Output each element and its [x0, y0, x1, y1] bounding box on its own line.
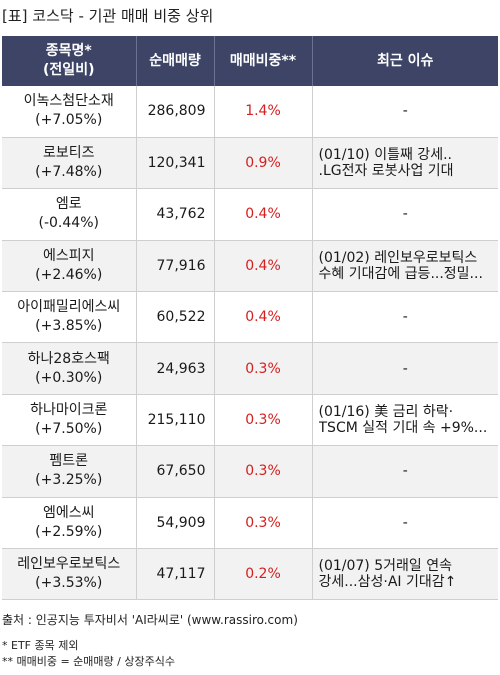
trading-ratio: 1.4%: [213, 86, 312, 138]
issue-line-1: (01/10) 이틀째 강세..: [318, 147, 452, 164]
stock-change: (+2.59%): [35, 523, 103, 540]
recent-issue: (01/16) 美 금리 하락· TSCM 실적 기대 속 +9%...: [311, 394, 498, 447]
recent-issue: -: [311, 497, 498, 550]
stock-change: (+2.46%): [35, 266, 103, 283]
recent-issue: (01/02) 레인보우로보틱스 수혜 기대감에 급등...정밀...: [311, 240, 498, 293]
stock-name: 하나28호스팩: [27, 350, 110, 367]
issue-line-2: 강세...삼성·AI 기대감↑: [318, 574, 457, 591]
net-volume: 215,110: [135, 394, 214, 447]
table-row: 에스피지 (+2.46%) 77,916 0.4% (01/02) 레인보우로보틱스 수혜…: [2, 240, 498, 293]
recent-issue: -: [311, 342, 498, 395]
trading-ratio: 0.4%: [213, 291, 312, 344]
stock-name: 하나마이크론: [30, 402, 108, 419]
stock-name: 레인보우로보틱스: [17, 556, 121, 573]
stock-change: (+0.30%): [35, 369, 103, 386]
table-row: 펨트론 (+3.25%) 67,650 0.3% -: [2, 445, 498, 498]
footnote-ratio: ** 매매비중 = 순매매량 / 상장주식수: [2, 655, 175, 668]
trading-ratio: 0.3%: [213, 342, 312, 395]
stock-name-cell: 에스피지 (+2.46%): [2, 240, 136, 293]
issue-line-1: -: [402, 103, 408, 120]
stock-name-cell: 하나마이크론 (+7.50%): [2, 394, 136, 447]
net-volume: 54,909: [135, 497, 214, 550]
trading-ratio: 0.3%: [213, 445, 312, 498]
issue-line-1: -: [402, 514, 408, 531]
stock-name-cell: 로보티즈 (+7.48%): [2, 137, 136, 190]
table-row: 아이패밀리에스씨 (+3.85%) 60,522 0.4% -: [2, 291, 498, 344]
trading-ratio: 0.4%: [213, 240, 312, 293]
net-volume: 47,117: [135, 548, 214, 601]
issue-line-1: (01/16) 美 금리 하락·: [318, 404, 454, 421]
stock-name: 에스피지: [42, 247, 95, 264]
table-row: 하나28호스팩 (+0.30%) 24,963 0.3% -: [2, 342, 498, 395]
trading-ratio: 0.4%: [213, 188, 312, 241]
issue-line-2: 수혜 기대감에 급등...정밀...: [318, 265, 483, 282]
net-volume: 120,341: [135, 137, 214, 190]
trading-ratio: 0.9%: [213, 137, 312, 190]
stock-name: 펨트론: [49, 453, 89, 470]
trading-ratio: 0.3%: [213, 497, 312, 550]
stock-change: (+3.85%): [35, 318, 103, 335]
stock-name-cell: 하나28호스팩 (+0.30%): [2, 342, 136, 395]
stock-name-cell: 이녹스첨단소재 (+7.05%): [2, 86, 136, 138]
net-volume: 67,650: [135, 445, 214, 498]
stock-name-cell: 엠로 (-0.44%): [2, 188, 136, 241]
table-row: 로보티즈 (+7.48%) 120,341 0.9% (01/10) 이틀째 강세...…: [2, 137, 498, 190]
table-row: 이녹스첨단소재 (+7.05%) 286,809 1.4% -: [2, 86, 498, 138]
institution-trading-table: 종목명* (전일비) 순매매량 매매비중** 최근 이슈 이녹스첨단소재 (+7.…: [2, 36, 498, 601]
stock-change: (+7.48%): [35, 164, 103, 181]
issue-line-2: TSCM 실적 기대 속 +9%...: [318, 420, 488, 437]
table-header-row: 종목명* (전일비) 순매매량 매매비중** 최근 이슈: [2, 36, 498, 86]
stock-change: (+3.53%): [35, 575, 103, 592]
issue-line-1: (01/02) 레인보우로보틱스: [318, 249, 478, 266]
stock-name: 아이패밀리에스씨: [17, 299, 121, 316]
issue-line-1: (01/07) 5거래일 연속: [318, 558, 452, 575]
table-row: 엠로 (-0.44%) 43,762 0.4% -: [2, 188, 498, 241]
net-volume: 43,762: [135, 188, 214, 241]
recent-issue: (01/07) 5거래일 연속 강세...삼성·AI 기대감↑: [311, 548, 498, 601]
header-name-line2: (전일비): [43, 62, 95, 78]
stock-name: 엠에스씨: [42, 504, 95, 521]
stock-name-cell: 엠에스씨 (+2.59%): [2, 497, 136, 550]
table-row: 하나마이크론 (+7.50%) 215,110 0.3% (01/16) 美 금리 하락…: [2, 394, 498, 447]
recent-issue: -: [311, 188, 498, 241]
net-volume: 286,809: [135, 86, 214, 138]
stock-name-cell: 펨트론 (+3.25%): [2, 445, 136, 498]
stock-change: (-0.44%): [38, 215, 99, 232]
header-ratio: 매매비중**: [213, 36, 312, 86]
stock-change: (+7.05%): [35, 112, 103, 129]
recent-issue: -: [311, 291, 498, 344]
header-stock-name: 종목명* (전일비): [2, 36, 136, 86]
net-volume: 77,916: [135, 240, 214, 293]
net-volume: 60,522: [135, 291, 214, 344]
issue-line-1: -: [402, 206, 408, 223]
header-volume: 순매매량: [135, 36, 214, 86]
stock-name: 로보티즈: [42, 145, 95, 162]
stock-name-cell: 레인보우로보틱스 (+3.53%): [2, 548, 136, 601]
header-issue: 최근 이슈: [311, 36, 498, 86]
footnote-etf: * ETF 종목 제외: [2, 639, 79, 652]
issue-line-1: -: [402, 360, 408, 377]
stock-name: 엠로: [55, 196, 82, 213]
trading-ratio: 0.3%: [213, 394, 312, 447]
issue-line-1: -: [402, 463, 408, 480]
issue-line-1: -: [402, 309, 408, 326]
table-row: 엠에스씨 (+2.59%) 54,909 0.3% -: [2, 497, 498, 550]
source-note: 출처 : 인공지능 투자비서 'AI라씨로' (www.rassiro.com): [2, 613, 298, 627]
net-volume: 24,963: [135, 342, 214, 395]
stock-change: (+7.50%): [35, 421, 103, 438]
table-row: 레인보우로보틱스 (+3.53%) 47,117 0.2% (01/07) 5거래일 연…: [2, 548, 498, 601]
header-name-line1: 종목명*: [45, 43, 92, 59]
trading-ratio: 0.2%: [213, 548, 312, 601]
stock-change: (+3.25%): [35, 472, 103, 489]
page-title: [표] 코스닥 - 기관 매매 비중 상위: [2, 7, 214, 25]
stock-name-cell: 아이패밀리에스씨 (+3.85%): [2, 291, 136, 344]
stock-name: 이녹스첨단소재: [23, 93, 114, 110]
recent-issue: -: [311, 445, 498, 498]
issue-line-2: .LG전자 로봇사업 기대: [318, 163, 454, 180]
recent-issue: (01/10) 이틀째 강세.. .LG전자 로봇사업 기대: [311, 137, 498, 190]
recent-issue: -: [311, 86, 498, 138]
